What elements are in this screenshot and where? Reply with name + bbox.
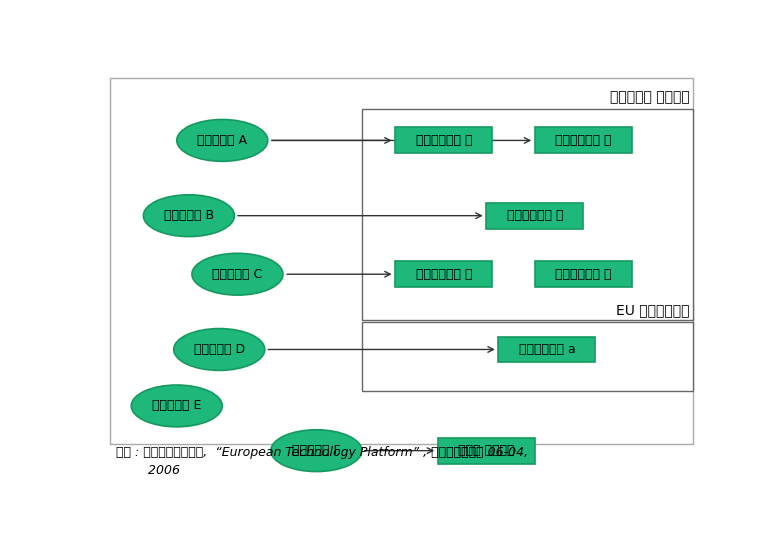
Text: 자료 : 한국산업기술재단,  “European Technology Platform” , 기술정책자료집 06-04,: 자료 : 한국산업기술재단, “European Technology Plat…	[116, 446, 529, 459]
Text: EU 공공연구사업: EU 공공연구사업	[616, 304, 690, 317]
FancyBboxPatch shape	[535, 128, 632, 153]
Text: 기술플랫폼 D: 기술플랫폼 D	[193, 343, 245, 356]
FancyBboxPatch shape	[499, 337, 596, 362]
Text: 2006: 2006	[116, 464, 180, 477]
Ellipse shape	[174, 329, 265, 370]
Ellipse shape	[192, 253, 283, 295]
Text: 연구개발사업 다: 연구개발사업 다	[507, 209, 563, 222]
Text: 연구개발사업 가: 연구개발사업 가	[416, 134, 472, 147]
FancyBboxPatch shape	[486, 203, 583, 229]
Text: 기업간 공동연구: 기업간 공동연구	[458, 444, 514, 457]
Text: 연구개발사업 마: 연구개발사업 마	[555, 268, 612, 281]
Text: 연구개발사업 나: 연구개발사업 나	[555, 134, 612, 147]
FancyBboxPatch shape	[438, 438, 535, 464]
FancyBboxPatch shape	[110, 78, 693, 444]
Text: 기술플랫폼 E: 기술플랫폼 E	[152, 400, 201, 413]
FancyBboxPatch shape	[395, 261, 493, 287]
Text: 프레임워크 프로그램: 프레임워크 프로그램	[610, 90, 690, 104]
FancyBboxPatch shape	[362, 323, 693, 392]
FancyBboxPatch shape	[535, 261, 632, 287]
Ellipse shape	[143, 195, 234, 237]
Ellipse shape	[271, 430, 362, 471]
Text: 기술플랫폼 A: 기술플랫폼 A	[197, 134, 247, 147]
Ellipse shape	[177, 119, 268, 161]
Text: 기술플랫폼 B: 기술플랫폼 B	[164, 209, 214, 222]
FancyBboxPatch shape	[395, 128, 493, 153]
Text: 기술플랫폼 F: 기술플랫폼 F	[292, 444, 341, 457]
Ellipse shape	[132, 385, 222, 427]
FancyBboxPatch shape	[362, 109, 693, 320]
Text: 기술플랫폼 C: 기술플랫폼 C	[212, 268, 262, 281]
Text: 연구개발사업 a: 연구개발사업 a	[518, 343, 576, 356]
Text: 연구개발사업 라: 연구개발사업 라	[416, 268, 472, 281]
